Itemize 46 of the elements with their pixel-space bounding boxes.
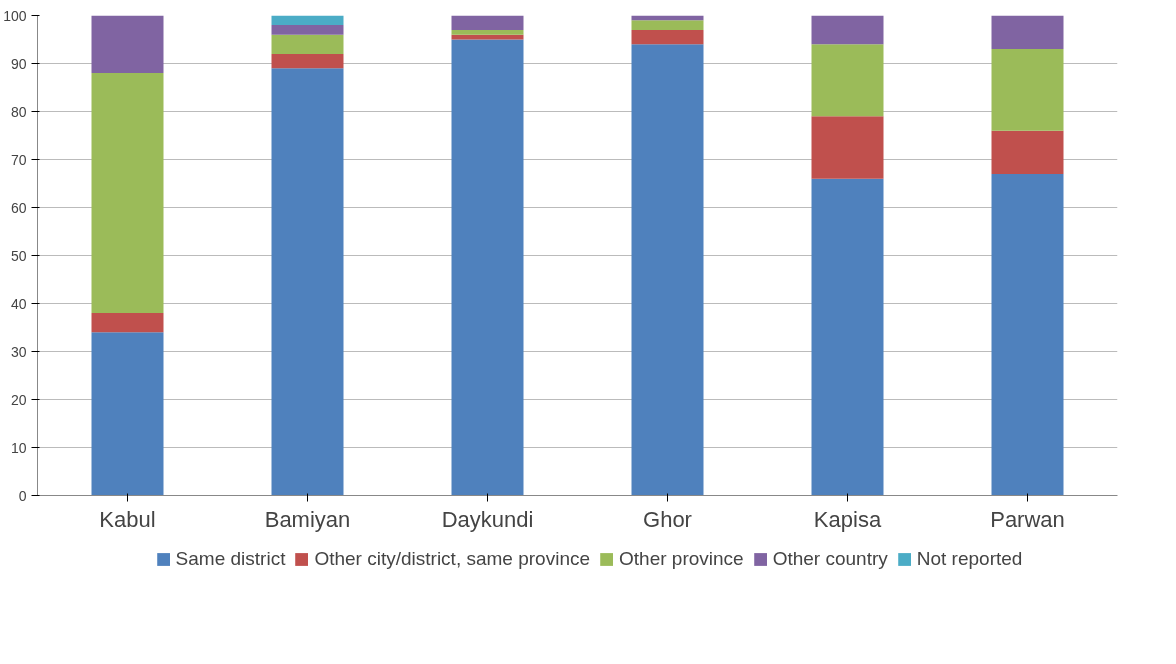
legend-label: Not reported — [916, 548, 1023, 570]
x-tick-label: Kabul — [99, 506, 156, 532]
bar — [631, 29, 704, 45]
bar — [451, 15, 524, 30]
bar — [991, 15, 1064, 50]
bar — [271, 15, 344, 26]
bar — [91, 313, 164, 333]
legend-label: Other province — [619, 548, 744, 570]
legend-label: Other country — [772, 548, 888, 570]
y-tick-label: 100 — [3, 7, 27, 24]
bar — [451, 29, 524, 35]
bar — [811, 116, 884, 179]
bar — [271, 25, 344, 35]
bar — [91, 73, 164, 314]
legend-label: Other city/district, same province — [314, 548, 591, 570]
x-tick-label: Bamiyan — [264, 506, 351, 532]
y-tick-label: 70 — [10, 151, 27, 168]
y-tick-label: 20 — [10, 391, 27, 408]
x-tick-label: Ghor — [643, 506, 692, 532]
x-tick-label: Kapisa — [813, 506, 882, 532]
bar — [631, 20, 704, 30]
bar — [811, 44, 884, 117]
bar — [991, 130, 1064, 174]
bar — [451, 34, 524, 40]
bar — [631, 44, 704, 496]
y-tick-label: 90 — [10, 55, 27, 72]
legend-label: Same district — [175, 548, 286, 570]
bar — [271, 53, 344, 69]
y-tick-label: 10 — [10, 439, 27, 456]
bar — [991, 49, 1064, 131]
bar — [91, 332, 164, 496]
x-tick-label: Parwan — [990, 506, 1065, 532]
y-tick-label: 60 — [10, 199, 27, 216]
y-tick-label: 50 — [10, 247, 27, 264]
bar — [271, 68, 344, 496]
y-tick-label: 80 — [10, 103, 27, 120]
bar — [991, 173, 1064, 496]
y-tick-label: 0 — [18, 487, 27, 504]
x-tick-label: Daykundi — [441, 506, 534, 532]
bar — [811, 178, 884, 496]
bar — [91, 15, 164, 74]
bar — [451, 39, 524, 496]
y-tick-label: 30 — [10, 343, 27, 360]
y-tick-label: 40 — [10, 295, 27, 312]
bar — [271, 34, 344, 54]
bar — [811, 15, 884, 45]
